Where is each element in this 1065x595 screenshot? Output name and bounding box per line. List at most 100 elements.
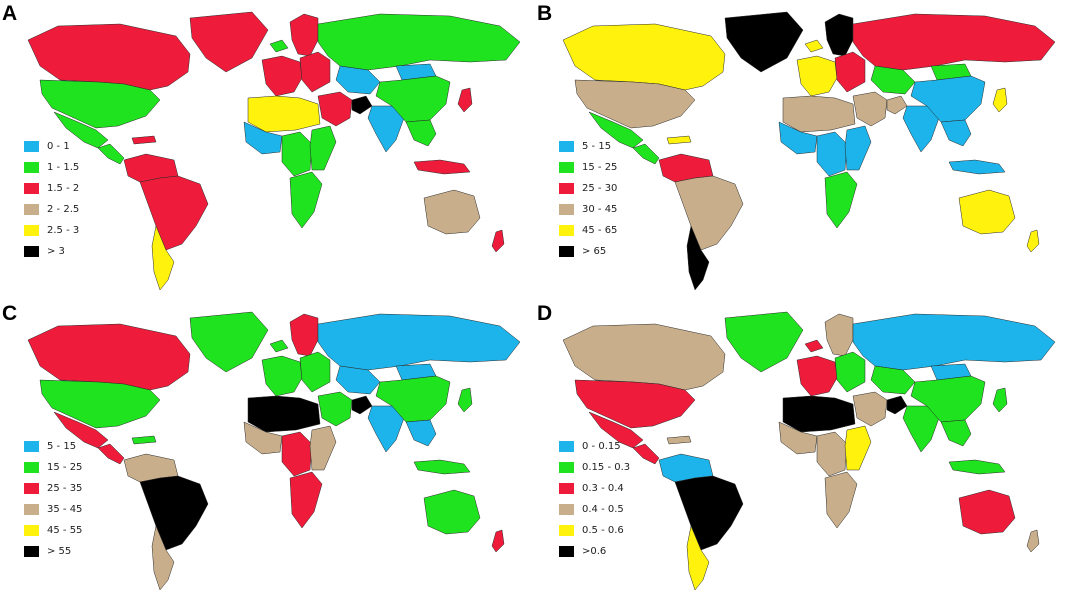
legend-label: 1.5 - 2 xyxy=(47,183,80,194)
region-japan xyxy=(992,87,1008,113)
region-east-africa xyxy=(844,125,872,171)
region-iceland xyxy=(269,339,289,353)
region-mexico xyxy=(53,111,109,149)
region-new-zealand xyxy=(491,229,505,253)
region-south-america-south xyxy=(686,225,710,291)
region-caribbean xyxy=(666,435,692,445)
legend-label: 0.15 - 0.3 xyxy=(582,462,631,473)
legend-item: 2 - 2.5 xyxy=(24,199,79,220)
legend-item: 0.5 - 0.6 xyxy=(559,520,630,541)
region-southeast-asia xyxy=(940,419,972,447)
region-china xyxy=(910,375,986,423)
region-usa xyxy=(39,79,161,129)
legend-label: 1 - 1.5 xyxy=(47,162,80,173)
legend-label: 30 - 45 xyxy=(582,204,618,215)
region-japan xyxy=(457,87,473,113)
map-panel-a: A 0 - 1 1 - 1.5 1.5 - 2 2 - 2.5 2.5 - 3 > 3 xyxy=(0,0,530,295)
legend-label: 5 - 15 xyxy=(582,141,612,152)
region-caribbean xyxy=(131,135,157,145)
region-afghanistan xyxy=(886,395,908,415)
region-east-africa xyxy=(844,425,872,471)
legend-label: 35 - 45 xyxy=(47,504,83,515)
panel-letter: A xyxy=(2,2,18,25)
legend-item: 0.4 - 0.5 xyxy=(559,499,630,520)
region-south-america-south xyxy=(151,225,175,291)
legend-label: > 55 xyxy=(47,546,72,557)
legend-swatch xyxy=(559,162,574,173)
region-iceland xyxy=(804,39,824,53)
region-brazil xyxy=(139,475,209,551)
map-panel-c: C 5 - 15 15 - 25 25 - 35 35 - 45 45 - 55 > 55 xyxy=(0,300,530,595)
legend-swatch xyxy=(559,441,574,452)
legend-label: 15 - 25 xyxy=(47,462,83,473)
legend-swatch xyxy=(24,546,39,557)
region-usa xyxy=(574,379,696,429)
legend-swatch xyxy=(24,246,39,257)
region-brazil xyxy=(674,475,744,551)
region-central-africa xyxy=(816,431,848,477)
legend-label: 0.5 - 0.6 xyxy=(582,525,624,536)
legend-label: 0.4 - 0.5 xyxy=(582,504,624,515)
legend-swatch xyxy=(559,546,574,557)
legend-item: 0 - 0.15 xyxy=(559,436,630,457)
region-usa xyxy=(574,79,696,129)
region-central-asia xyxy=(870,365,916,395)
region-caribbean xyxy=(666,135,692,145)
region-western-europe xyxy=(796,355,838,397)
region-scandinavia xyxy=(289,13,319,57)
region-indonesia xyxy=(413,159,471,175)
region-central-asia xyxy=(335,65,381,95)
region-east-africa xyxy=(309,425,337,471)
region-russia xyxy=(852,13,1056,71)
region-middle-east xyxy=(317,91,353,127)
region-australia xyxy=(423,489,481,535)
region-japan xyxy=(457,387,473,413)
legend-item: 1 - 1.5 xyxy=(24,157,79,178)
region-scandinavia xyxy=(824,13,854,57)
region-east-africa xyxy=(309,125,337,171)
legend-item: 35 - 45 xyxy=(24,499,82,520)
legend-label: 0 - 1 xyxy=(47,141,70,152)
region-south-america-south xyxy=(686,525,710,591)
world-map xyxy=(562,11,1056,291)
region-middle-east xyxy=(852,391,888,427)
region-new-zealand xyxy=(491,529,505,553)
world-map xyxy=(27,11,521,291)
region-indonesia xyxy=(413,459,471,475)
legend-swatch xyxy=(24,504,39,515)
region-brazil xyxy=(674,175,744,251)
map-panel-d: D 0 - 0.15 0.15 - 0.3 0.3 - 0.4 0.4 - 0.5 0.… xyxy=(535,300,1065,595)
legend-swatch xyxy=(24,525,39,536)
region-greenland xyxy=(724,311,804,373)
region-mexico xyxy=(588,111,644,149)
region-indonesia xyxy=(948,159,1006,175)
region-caribbean xyxy=(131,435,157,445)
region-southern-africa xyxy=(824,171,858,229)
legend-swatch xyxy=(24,162,39,173)
legend-label: 5 - 15 xyxy=(47,441,77,452)
legend-label: 45 - 65 xyxy=(582,225,618,236)
region-japan xyxy=(992,387,1008,413)
region-eastern-europe xyxy=(299,351,331,393)
map-legend: 5 - 15 15 - 25 25 - 35 35 - 45 45 - 55 > 55 xyxy=(24,436,82,562)
legend-item: 1.5 - 2 xyxy=(24,178,79,199)
legend-swatch xyxy=(24,462,39,473)
legend-label: 0 - 0.15 xyxy=(582,441,621,452)
region-australia xyxy=(958,189,1016,235)
legend-label: 2 - 2.5 xyxy=(47,204,80,215)
legend-swatch xyxy=(559,141,574,152)
region-southeast-asia xyxy=(405,419,437,447)
region-southern-africa xyxy=(289,171,323,229)
legend-label: 45 - 55 xyxy=(47,525,83,536)
region-southern-africa xyxy=(289,471,323,529)
legend-swatch xyxy=(559,204,574,215)
region-west-africa xyxy=(778,121,818,155)
region-canada xyxy=(562,323,726,391)
region-canada xyxy=(27,23,191,91)
region-iceland xyxy=(269,39,289,53)
region-west-africa xyxy=(778,421,818,455)
region-russia xyxy=(852,313,1056,371)
region-new-zealand xyxy=(1026,529,1040,553)
region-south-america-south xyxy=(151,525,175,591)
region-central-america xyxy=(97,443,125,465)
